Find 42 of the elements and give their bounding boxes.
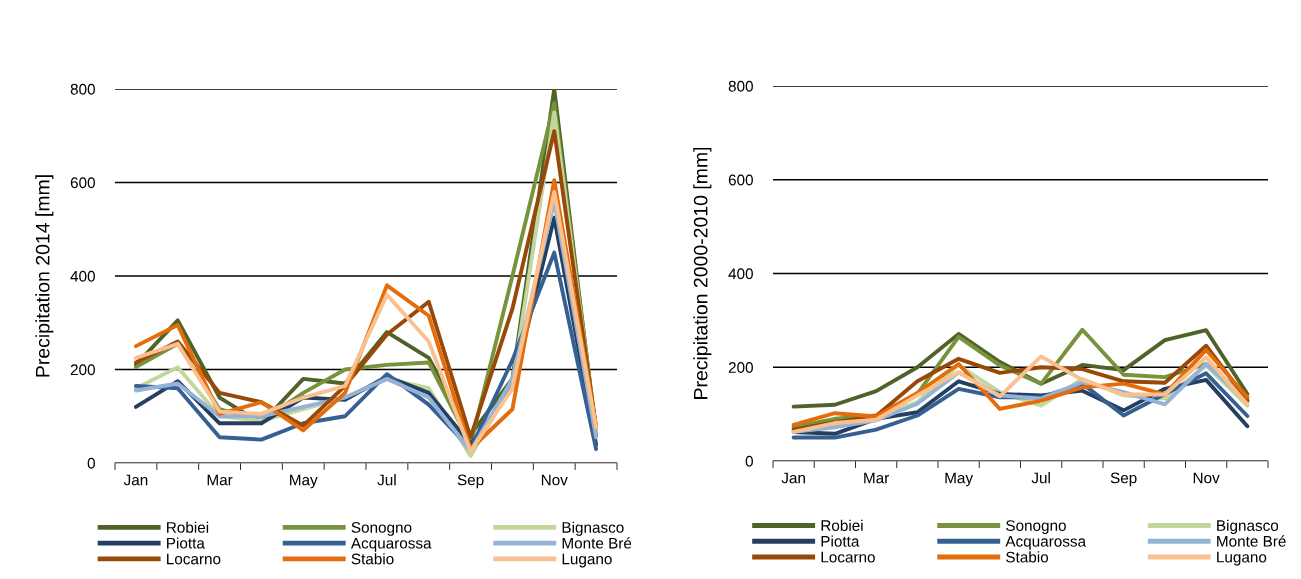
legend-label: Locarno — [167, 553, 221, 565]
legend-label: Acquarossa — [350, 537, 432, 552]
legend-label: Robiei — [167, 521, 209, 533]
legend-label: Piotta — [167, 537, 205, 549]
legend-label: Sonogno — [1006, 520, 1066, 534]
x-tick-label: Mar — [864, 472, 890, 484]
y-tick-label: 400 — [728, 268, 753, 280]
y-tick-label: 200 — [728, 362, 753, 373]
x-tick-label: Mar — [207, 474, 233, 486]
legend-label: Locarno — [821, 551, 875, 563]
legend-label: Robiei — [821, 519, 863, 531]
legend-label: Sonogno — [351, 522, 412, 536]
legend-label: Lugano — [1217, 551, 1267, 566]
y-tick-label: 200 — [70, 364, 95, 376]
y-tick-label: 400 — [70, 270, 95, 282]
legend-label: Piotta — [821, 535, 860, 547]
y-tick-label: 0 — [87, 457, 95, 469]
y-tick-label: 600 — [70, 177, 95, 189]
x-tick-label: Jan — [123, 474, 148, 486]
x-tick-label: Jul — [377, 474, 396, 486]
legend-label: Bignasco — [1217, 519, 1279, 534]
y-axis-title: Precipitation 2014 [mm] — [35, 175, 54, 377]
x-tick-label: Jul — [1031, 472, 1050, 484]
legend-label: Stabio — [1006, 551, 1049, 563]
x-tick-label: Nov — [1193, 472, 1220, 484]
y-tick-label: 0 — [745, 455, 753, 467]
legend-label: Stabio — [351, 553, 394, 565]
x-tick-label: Nov — [541, 474, 568, 486]
x-tick-label: May — [945, 472, 974, 487]
legend-label: Monte Bré — [1217, 535, 1286, 547]
y-tick-label: 600 — [728, 174, 753, 186]
legend-label: Bignasco — [562, 521, 624, 536]
y-tick-label: 800 — [70, 83, 95, 95]
legend-label: Acquarossa — [1005, 536, 1087, 550]
x-tick-label: May — [290, 474, 318, 489]
legend-label: Monte Bré — [562, 537, 632, 549]
y-tick-label: 800 — [728, 80, 753, 92]
x-tick-label: Sep — [1110, 472, 1137, 487]
y-axis-title: Precipitation 2000-2010 [mm] — [693, 147, 712, 399]
x-tick-label: Sep — [457, 474, 484, 489]
x-tick-label: Jan — [781, 472, 805, 484]
legend-label: Lugano — [562, 553, 612, 568]
